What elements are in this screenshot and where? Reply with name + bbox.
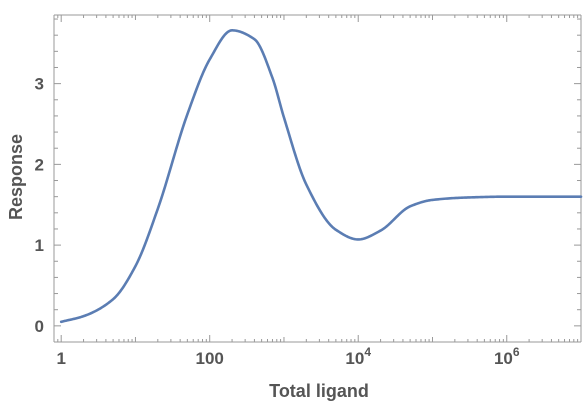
x-axis-label: Total ligand xyxy=(269,381,369,401)
y-tick-label: 1 xyxy=(35,236,44,255)
x-tick-label: 106 xyxy=(494,345,520,368)
x-tick-label: 100 xyxy=(196,349,224,368)
y-tick-label: 0 xyxy=(35,317,44,336)
x-tick-label: 1 xyxy=(56,349,65,368)
y-tick-label: 2 xyxy=(35,155,44,174)
plot-frame xyxy=(53,14,582,343)
x-tick-label: 104 xyxy=(345,345,371,368)
y-tick-label: 3 xyxy=(35,75,44,94)
series-group xyxy=(59,29,583,324)
series-line xyxy=(59,29,583,324)
y-axis-label: Response xyxy=(6,134,26,220)
